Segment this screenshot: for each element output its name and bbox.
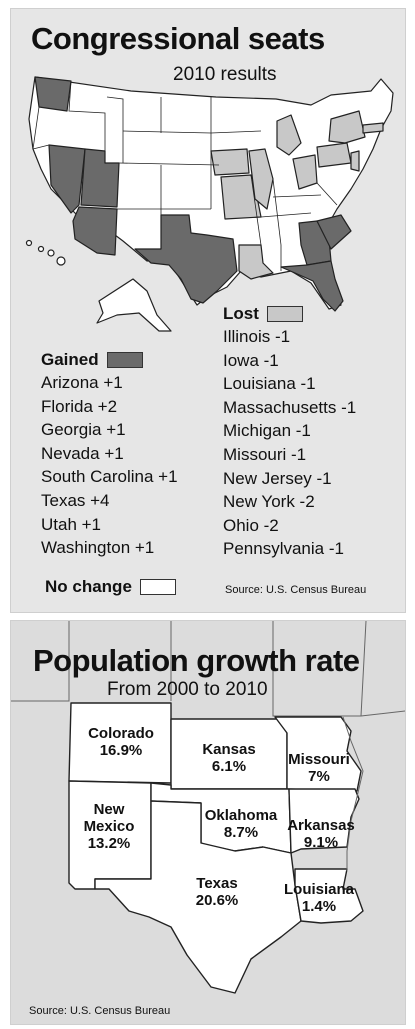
growth-source: Source: U.S. Census Bureau [29, 1005, 171, 1017]
state-rate: 8.7% [223, 824, 259, 841]
state-illinois [248, 148, 274, 210]
gained-item: Washington +1 [41, 538, 155, 558]
state-arkansas-shape [288, 788, 360, 854]
no-change-label: No change [45, 577, 132, 596]
state-arizona [72, 206, 118, 256]
lost-label: Lost [223, 304, 259, 323]
state-alaska [96, 278, 172, 332]
gained-item: Florida +2 [41, 396, 118, 416]
state-rate: 1.4% [301, 898, 337, 915]
lost-item: Louisiana -1 [223, 374, 316, 394]
seats-source: Source: U.S. Census Bureau [225, 584, 367, 596]
state-florida [280, 260, 344, 312]
label-oklahoma: Oklahoma 8.7% [205, 807, 278, 841]
state-name: Missouri [288, 751, 350, 768]
no-change-legend: No change [45, 577, 176, 597]
state-name: Louisiana [283, 881, 355, 898]
state-name: Arkansas [287, 817, 355, 834]
label-louisiana: Louisiana 1.4% [284, 881, 354, 915]
state-name: Texas [196, 875, 238, 892]
seats-subtitle: 2010 results [173, 64, 277, 85]
population-growth-panel: Population growth rate From 2000 to 2010… [10, 620, 406, 1025]
state-texas-shape [94, 800, 302, 994]
state-iowa [210, 148, 250, 176]
gained-item: Georgia +1 [41, 420, 126, 440]
state-south-carolina [316, 214, 352, 250]
state-name: Colorado [88, 725, 154, 742]
lost-item: New York -2 [223, 492, 315, 512]
congressional-seats-panel: Congressional seats 2010 results [10, 8, 406, 613]
growth-subtitle: From 2000 to 2010 [107, 679, 268, 700]
label-missouri: Missouri 7% [288, 751, 350, 785]
state-washington [34, 76, 72, 112]
lost-item: Ohio -2 [223, 515, 279, 535]
state-name: Kansas [202, 741, 256, 758]
label-colorado: Colorado 16.9% [88, 725, 154, 759]
gained-item: South Carolina +1 [41, 467, 178, 487]
state-massachusetts [362, 122, 384, 134]
state-michigan [276, 114, 302, 156]
gained-item: Utah +1 [41, 514, 102, 534]
state-rate: 16.9% [99, 742, 143, 759]
state-name: Oklahoma [204, 807, 278, 824]
lost-item: Missouri -1 [223, 444, 307, 464]
label-texas: Texas 20.6% [196, 875, 239, 909]
state-rate: 20.6% [195, 892, 239, 909]
gained-legend: Gained [41, 350, 143, 370]
label-new-mexico: New Mexico 13.2% [79, 801, 139, 852]
state-rate: 9.1% [303, 834, 339, 851]
lost-legend: Lost [223, 304, 303, 324]
lost-item: Iowa -1 [223, 350, 279, 370]
growth-map [11, 621, 405, 1024]
gained-item: Nevada +1 [41, 443, 124, 463]
state-new-york [328, 110, 366, 144]
state-nevada [48, 144, 86, 214]
gained-swatch [106, 352, 143, 368]
growth-title: Population growth rate [33, 643, 360, 678]
lost-swatch [266, 306, 303, 322]
state-name: New Mexico [83, 801, 135, 835]
state-missouri [220, 174, 262, 220]
state-rate: 6.1% [211, 758, 247, 775]
state-pennsylvania [316, 142, 352, 168]
lost-list: Illinois -1 Iowa -1 Louisiana -1 Massach… [223, 325, 356, 561]
seats-title: Congressional seats [31, 21, 325, 56]
lost-item: Pennsylvania -1 [223, 539, 344, 559]
state-texas [134, 214, 238, 304]
label-arkansas: Arkansas 9.1% [287, 817, 355, 851]
gained-list: Arizona +1 Florida +2 Georgia +1 Nevada … [41, 371, 178, 560]
state-hawaii [25, 239, 66, 266]
lost-item: Illinois -1 [223, 327, 291, 346]
state-rate: 7% [308, 768, 330, 785]
lost-item: Michigan -1 [223, 421, 311, 441]
us-seats-map [25, 76, 394, 332]
label-kansas: Kansas 6.1% [202, 741, 255, 775]
gained-label: Gained [41, 350, 99, 369]
state-louisiana-shape [294, 868, 364, 924]
state-new-jersey [350, 150, 360, 172]
lost-item: New Jersey -1 [223, 468, 332, 488]
gained-item: Arizona +1 [41, 373, 123, 392]
lost-item: Massachusetts -1 [223, 397, 357, 417]
state-rate: 13.2% [87, 835, 131, 852]
no-change-swatch [139, 579, 176, 595]
gained-item: Texas +4 [41, 490, 110, 510]
